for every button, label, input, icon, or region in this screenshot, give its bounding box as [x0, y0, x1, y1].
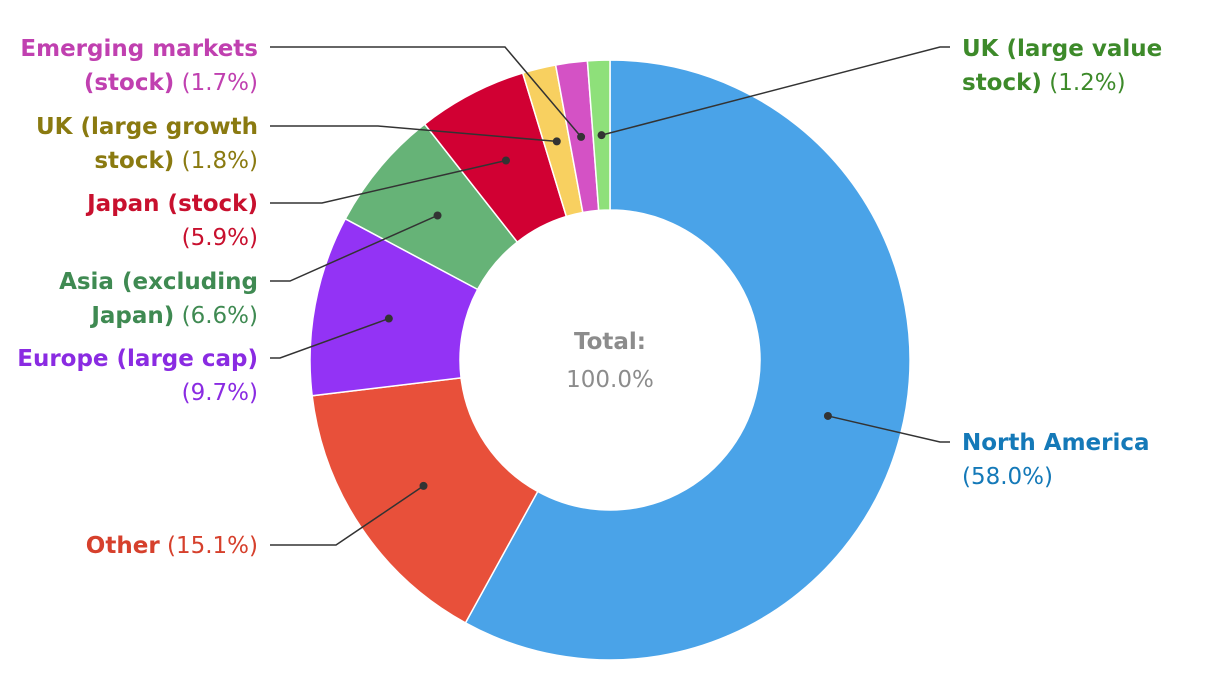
- slice-label-pct-jp: (5.9%): [182, 225, 258, 251]
- leader-line-ukg: [270, 125, 557, 143]
- leader-line-jp: [270, 159, 507, 204]
- leader-lines-group: [270, 46, 950, 546]
- slice-label-pct-ukg: (1.8%): [174, 148, 258, 174]
- leader-dot-ukg: [552, 137, 561, 146]
- slice-label-name-ukg: stock): [94, 148, 174, 174]
- slices-group: [309, 59, 911, 661]
- leader-line-ukv: [601, 46, 950, 136]
- leader-line-em: [270, 46, 582, 138]
- leader-line-oth: [270, 485, 424, 546]
- leader-dot-ukv: [597, 131, 606, 140]
- slice-label-jp: Japan (stock) (5.9%): [85, 191, 258, 251]
- slice-label-pct-na: (58.0%): [962, 464, 1053, 490]
- leader-dot-em: [577, 132, 586, 141]
- center-total-label: Total:: [574, 329, 646, 355]
- slice-label-name-jp: Japan (stock): [85, 191, 258, 217]
- leader-line-eur: [270, 317, 390, 359]
- slice-label-pct-ukv: (1.2%): [1042, 70, 1126, 96]
- leader-line-asia: [270, 214, 438, 282]
- slice-label-name-oth: Other: [86, 533, 161, 559]
- slice-label-oth: Other (15.1%): [86, 533, 258, 559]
- slice-label-pct-asia: (6.6%): [174, 303, 258, 329]
- slice-label-name-na: North America: [962, 430, 1150, 456]
- slice-label-name-ukv: stock): [962, 70, 1042, 96]
- leader-dot-na: [823, 411, 832, 420]
- leader-dot-asia: [433, 211, 442, 220]
- labels-group: North America (58.0%) Other (15.1%) Europe …: [17, 36, 1162, 559]
- leader-dot-oth: [419, 481, 428, 490]
- slice-label-name-ukv: UK (large value: [962, 36, 1162, 62]
- slice-label-pct-em: (1.7%): [174, 70, 258, 96]
- slice-label-em: Emerging markets (stock) (1.7%): [20, 36, 258, 96]
- slice-label-asia: Asia (excluding Japan) (6.6%): [59, 269, 258, 329]
- slice-label-name-asia: Japan): [89, 303, 174, 329]
- slice-label-name-em: Emerging markets: [20, 36, 258, 62]
- leader-dot-jp: [501, 156, 510, 165]
- slice-oth: [311, 377, 539, 624]
- slice-label-eur: Europe (large cap) (9.7%): [17, 346, 258, 406]
- slice-label-name-eur: Europe (large cap): [17, 346, 258, 372]
- slice-label-na: North America (58.0%): [962, 430, 1150, 490]
- slice-na: [464, 59, 911, 661]
- center-total-value: 100.0%: [566, 367, 654, 393]
- leader-line-na: [827, 415, 950, 443]
- slice-label-pct-eur: (9.7%): [182, 380, 258, 406]
- slice-label-name-em: (stock): [84, 70, 174, 96]
- slice-label-ukv: UK (large value stock) (1.2%): [962, 36, 1162, 96]
- slice-label-ukg: UK (large growth stock) (1.8%): [36, 114, 258, 174]
- slice-label-name-ukg: UK (large growth: [36, 114, 258, 140]
- leader-dot-eur: [384, 314, 393, 323]
- slice-label-pct-oth: (15.1%): [160, 533, 258, 559]
- slice-label-name-asia: Asia (excluding: [59, 269, 258, 295]
